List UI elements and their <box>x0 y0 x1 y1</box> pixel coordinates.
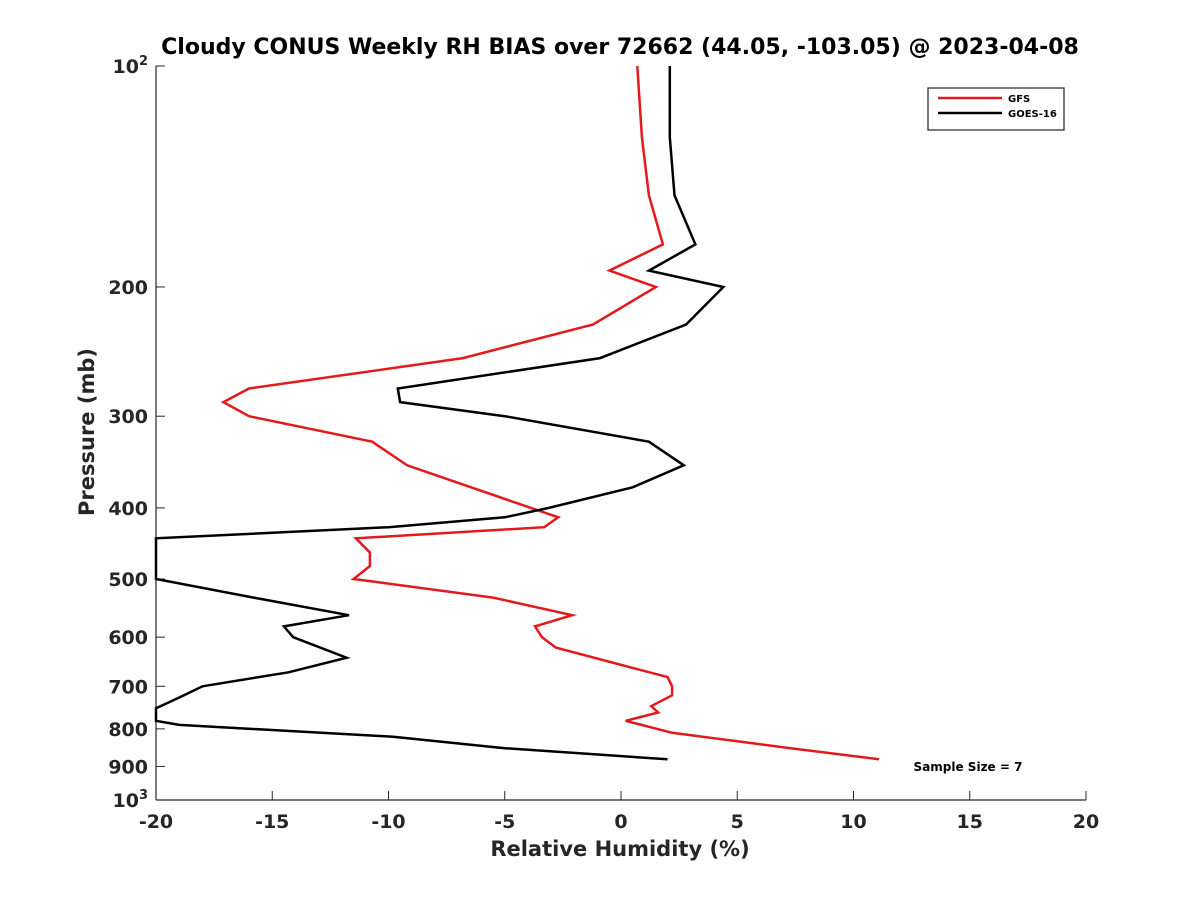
legend-entry-label: GOES-16 <box>1008 109 1057 120</box>
y-tick-label: 103 <box>113 788 149 812</box>
y-tick-label: 700 <box>108 676 148 698</box>
legend: GFS GOES-16 <box>927 87 1065 131</box>
chart-title: Cloudy CONUS Weekly RH BIAS over 72662 (… <box>161 35 1079 60</box>
y-tick-label: 600 <box>108 627 148 649</box>
y-tick-label: 500 <box>108 569 148 591</box>
sample-size-annotation: Sample Size = 7 <box>914 760 1023 774</box>
x-tick-label: 20 <box>1073 811 1099 833</box>
x-tick-label: -20 <box>139 811 173 833</box>
legend-box <box>927 87 1065 131</box>
x-axis-label: Relative Humidity (%) <box>490 837 749 861</box>
x-tick-label: 0 <box>614 811 627 833</box>
y-tick-label: 800 <box>108 719 148 741</box>
y-tick-label: 300 <box>108 406 148 428</box>
series-layer <box>154 65 880 761</box>
y-axis-label: Pressure (mb) <box>75 348 99 516</box>
y-tick-label: 400 <box>108 498 148 520</box>
x-tick-label: 15 <box>957 811 983 833</box>
axes: -20 -15 -10 -5 0 5 10 15 20 102 200 300 400 500 600 700… <box>108 54 1099 833</box>
series-line-gfs <box>220 65 880 761</box>
x-tick-label: -15 <box>255 811 289 833</box>
x-tick-label: 10 <box>840 811 866 833</box>
x-tick-label: -5 <box>494 811 515 833</box>
y-tick-label: 200 <box>108 277 148 299</box>
x-tick-label: -10 <box>371 811 405 833</box>
legend-entry-label: GFS <box>1008 94 1030 105</box>
x-tick-label: 5 <box>731 811 744 833</box>
y-tick-label: 102 <box>113 54 149 78</box>
y-tick-label: 900 <box>108 756 148 778</box>
series-line-goes-16 <box>154 66 726 761</box>
